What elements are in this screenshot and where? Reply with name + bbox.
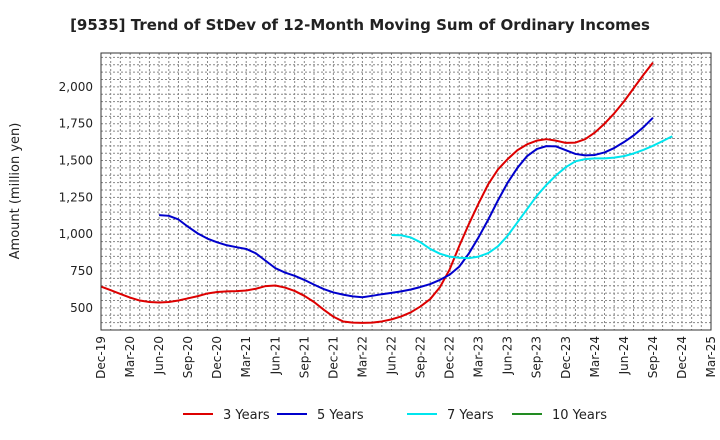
x-tick-label: Dec-23	[559, 336, 573, 379]
x-tick-label: Jun-22	[384, 336, 398, 375]
grid-layer	[100, 53, 712, 330]
plot-area	[101, 53, 711, 330]
y-tick-label: 2,000	[59, 80, 93, 94]
x-tick-label: Dec-22	[443, 336, 457, 379]
y-tick-label: 1,000	[59, 227, 93, 241]
x-tick-label: Dec-20	[210, 336, 224, 379]
legend-label-5-years: 5 Years	[317, 408, 364, 423]
legend: 3 Years 5 Years 7 Years 10 Years	[183, 408, 607, 423]
series-line-5-years	[159, 117, 654, 299]
x-tick-label: Mar-24	[588, 336, 602, 377]
series-layer	[100, 61, 673, 324]
chart-title: [9535] Trend of StDev of 12-Month Moving…	[70, 16, 650, 34]
x-tick-label: Dec-24	[675, 336, 689, 379]
y-tick-label: 500	[70, 301, 93, 315]
x-tick-label: Sep-23	[530, 336, 544, 378]
legend-label-10-years: 10 Years	[552, 408, 607, 423]
y-axis-label: Amount (million yen)	[8, 123, 23, 260]
legend-label-3-years: 3 Years	[223, 408, 270, 423]
x-tick-label: Sep-24	[646, 336, 660, 378]
y-tick-label: 1,500	[59, 154, 93, 168]
x-tick-label: Jun-24	[617, 336, 631, 375]
y-tick-label: 1,250	[59, 190, 93, 204]
x-tick-label: Mar-25	[704, 336, 718, 377]
x-tick-label: Mar-23	[472, 336, 486, 377]
x-tick-label: Mar-20	[123, 336, 137, 377]
x-tick-label: Dec-21	[326, 336, 340, 379]
series-line-7-years	[391, 135, 673, 260]
x-tick-label: Dec-19	[94, 336, 108, 379]
y-tick-label: 750	[70, 264, 93, 278]
x-tick-label: Sep-21	[297, 336, 311, 378]
y-tick-label: 1,750	[59, 117, 93, 131]
x-tick-label: Mar-21	[239, 336, 253, 377]
x-tick-label: Jun-23	[501, 336, 515, 375]
legend-label-7-years: 7 Years	[447, 408, 494, 423]
plot-background	[101, 53, 711, 330]
x-tick-label: Sep-20	[181, 336, 195, 378]
x-tick-label: Jun-20	[152, 336, 166, 375]
x-tick-label: Sep-22	[414, 336, 428, 378]
axis-layer: 500 750 1,000 1,250 1,500 1,750 2,000 Dec-19 Mar…	[59, 52, 718, 379]
series-line-3-years	[100, 61, 654, 324]
plot-border	[100, 52, 712, 331]
x-tick-label: Mar-22	[355, 336, 369, 377]
x-tick-label: Jun-21	[268, 336, 282, 375]
